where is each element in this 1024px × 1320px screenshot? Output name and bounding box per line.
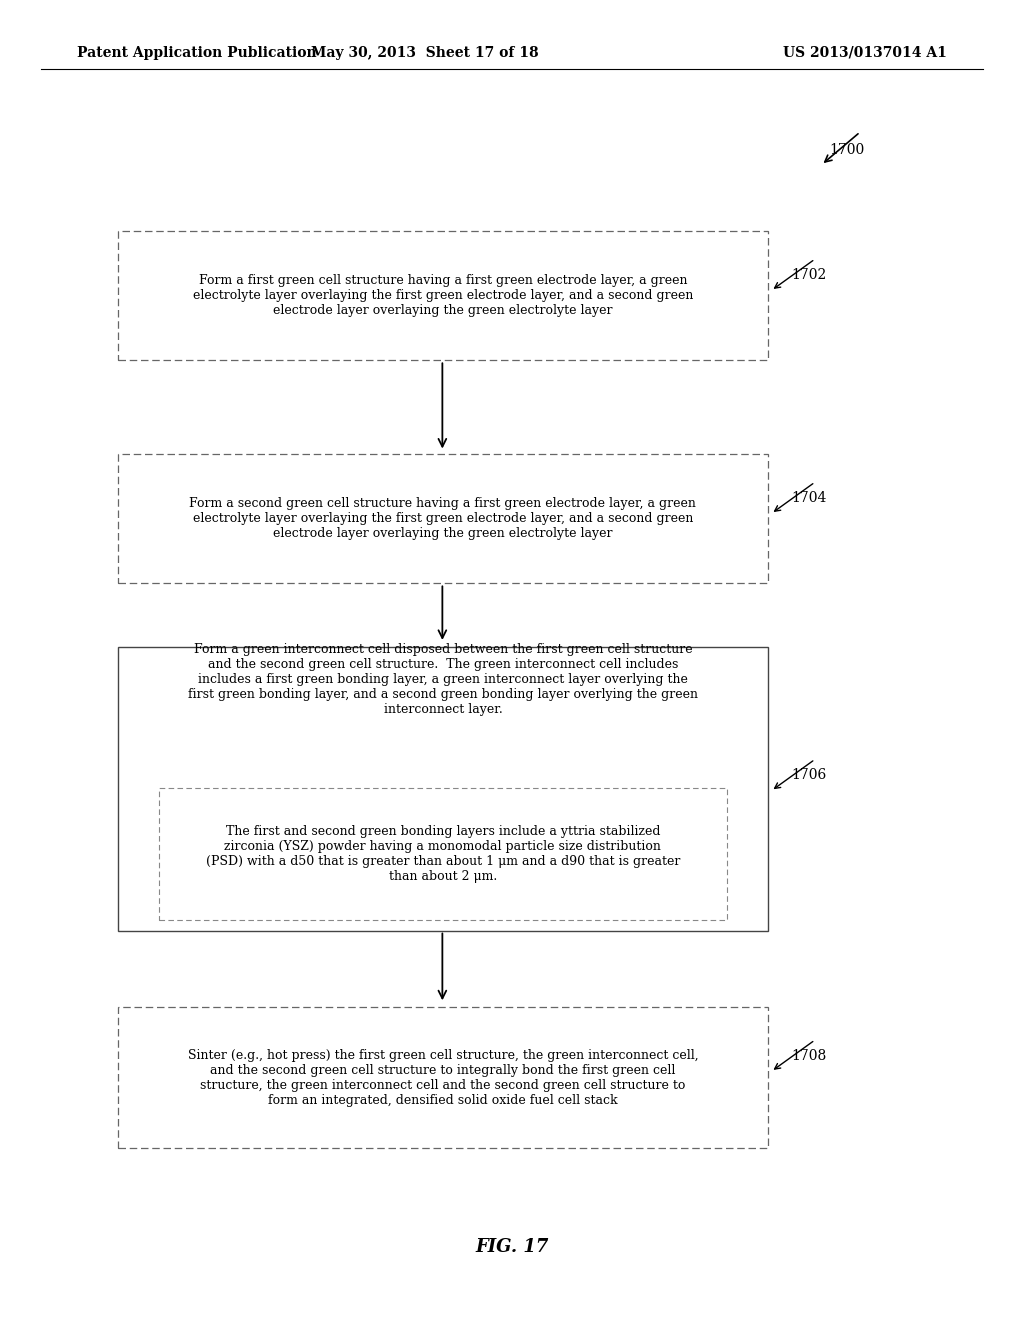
Bar: [159, 788, 727, 920]
Text: US 2013/0137014 A1: US 2013/0137014 A1: [783, 46, 947, 59]
Text: Form a second green cell structure having a first green electrode layer, a green: Form a second green cell structure havin…: [189, 498, 696, 540]
Text: FIG. 17: FIG. 17: [475, 1238, 549, 1257]
Text: The first and second green bonding layers include a yttria stabilized
zirconia (: The first and second green bonding layer…: [206, 825, 680, 883]
Text: May 30, 2013  Sheet 17 of 18: May 30, 2013 Sheet 17 of 18: [311, 46, 539, 59]
Text: 1700: 1700: [829, 144, 864, 157]
Text: Sinter (e.g., hot press) the first green cell structure, the green interconnect : Sinter (e.g., hot press) the first green…: [187, 1049, 698, 1106]
Bar: [118, 454, 768, 583]
Text: 1704: 1704: [792, 491, 827, 506]
Bar: [118, 647, 768, 931]
Text: Patent Application Publication: Patent Application Publication: [77, 46, 316, 59]
Bar: [118, 1007, 768, 1148]
Text: Form a green interconnect cell disposed between the first green cell structure
a: Form a green interconnect cell disposed …: [187, 643, 698, 715]
Text: 1708: 1708: [792, 1048, 826, 1063]
Text: Form a first green cell structure having a first green electrode layer, a green
: Form a first green cell structure having…: [193, 275, 693, 317]
Text: 1706: 1706: [792, 768, 826, 783]
Text: 1702: 1702: [792, 268, 826, 282]
Bar: [118, 231, 768, 360]
